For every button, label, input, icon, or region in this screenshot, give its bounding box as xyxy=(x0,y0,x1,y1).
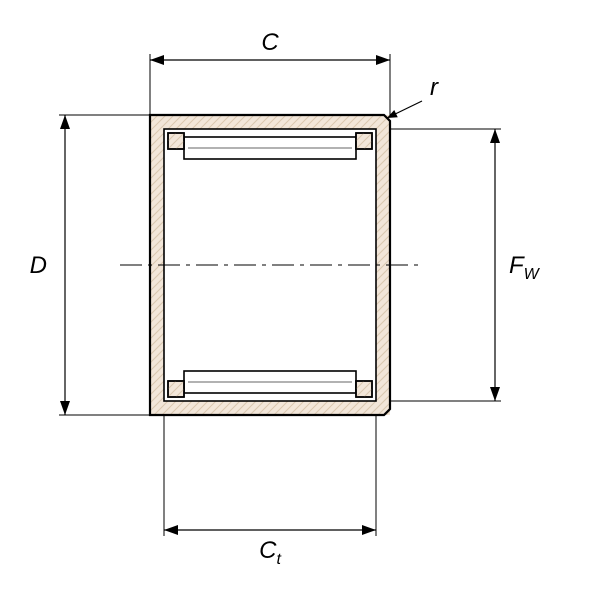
bore-cavity xyxy=(164,129,376,401)
label-r: r xyxy=(430,74,439,101)
label-Ct: Ct xyxy=(259,537,281,568)
label-C: C xyxy=(261,29,279,56)
label-FW: FW xyxy=(509,252,541,283)
bearing-section-drawing: C Ct D FW r xyxy=(0,0,600,600)
label-D: D xyxy=(30,252,47,279)
